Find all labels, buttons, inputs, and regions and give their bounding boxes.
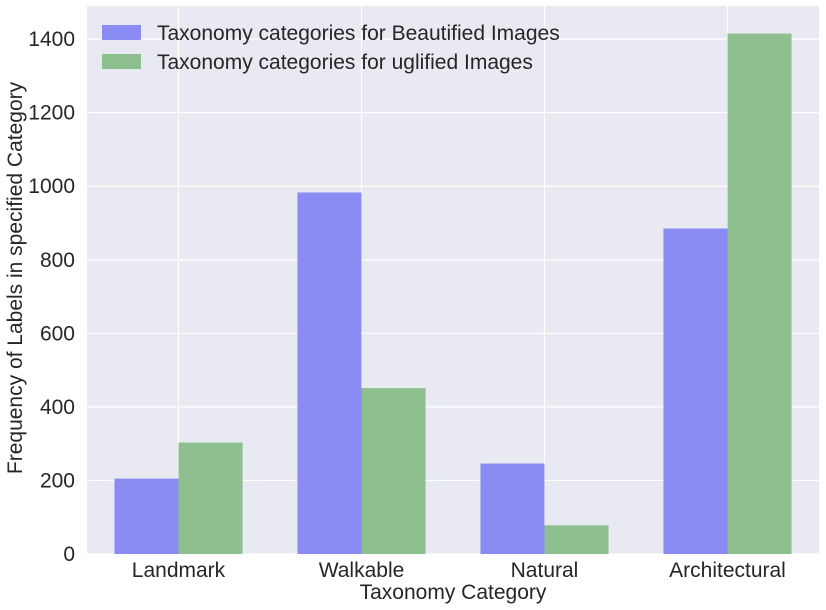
bar-uglified-architectural [727,33,792,555]
bar-beautified-natural [480,463,545,554]
y-tick-label: 1200 [28,102,75,125]
y-axis-ticks: 0 200 400 600 800 1000 1200 1400 [28,28,75,566]
x-axis-title: Taxonomy Category [360,581,547,604]
x-tick-label: Landmark [132,559,226,582]
legend-label-beautified: Taxonomy categories for Beautified Image… [157,22,560,45]
y-tick-label: 600 [40,322,75,345]
y-tick-label: 200 [40,469,75,492]
bar-beautified-landmark [114,478,179,554]
y-tick-label: 800 [40,249,75,272]
x-tick-label: Natural [511,559,579,582]
bars [114,33,792,555]
y-tick-label: 400 [40,396,75,419]
x-tick-label: Walkable [319,559,405,582]
legend-swatch-uglified [102,54,141,69]
legend-swatch-beautified [102,25,141,40]
y-tick-label: 0 [63,543,75,566]
legend-label-uglified: Taxonomy categories for uglified Images [157,51,533,74]
legend: Taxonomy categories for Beautified Image… [102,22,560,74]
y-axis-title: Frequency of Labels in specified Categor… [4,81,27,474]
x-tick-label: Architectural [669,559,786,582]
bar-beautified-walkable [297,192,362,555]
y-tick-label: 1000 [28,175,75,198]
bar-uglified-walkable [361,388,426,554]
bar-uglified-natural [544,525,609,554]
bar-uglified-landmark [178,442,243,554]
x-axis-ticks: Landmark Walkable Natural Architectural [132,559,786,582]
y-tick-label: 1400 [28,28,75,51]
bar-beautified-architectural [663,228,728,554]
